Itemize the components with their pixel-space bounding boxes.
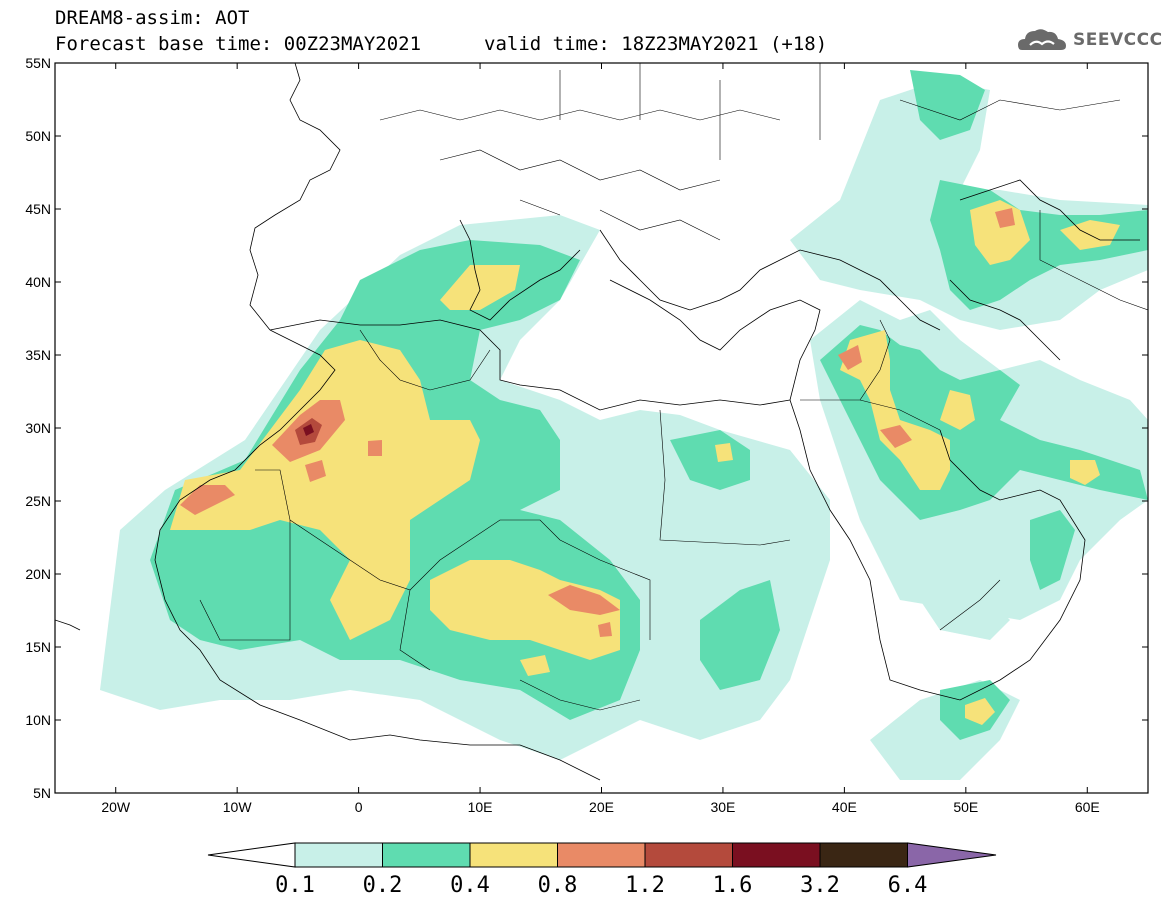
colorbar-segment (819, 842, 908, 868)
map-title: DREAM8-assim: AOT (55, 7, 250, 29)
lat-tick-label: 40N (25, 274, 51, 290)
lon-tick-label: 0 (355, 799, 363, 815)
valid-time: valid time: 18Z23MAY2021 (+18) (484, 33, 828, 55)
lon-tick-label: 20W (101, 799, 131, 815)
colorbar-level-label: 0.1 (275, 873, 315, 898)
colorbar-segment (732, 842, 821, 868)
lat-tick-label: 10N (25, 712, 51, 728)
lon-tick-label: 60E (1075, 799, 1100, 815)
colorbar-level-label: 1.2 (625, 873, 665, 898)
colorbar-level-label: 6.4 (888, 873, 928, 898)
axis-ticks: 55N 50N 45N 40N 35N 30N 25N 20N 15N 10N 5N 20W 10W 0 1… (25, 55, 1148, 815)
lat-tick-label: 35N (25, 347, 51, 363)
coastlines (55, 63, 1140, 781)
colorbar-level-label: 1.6 (713, 873, 753, 898)
lon-tick-label: 10W (223, 799, 253, 815)
colorbar-segment (294, 842, 383, 868)
lon-tick-label: 50E (953, 799, 978, 815)
lat-tick-label: 5N (33, 785, 51, 801)
colorbar-level-label: 0.8 (538, 873, 578, 898)
colorbar-segment (469, 842, 558, 868)
colorbar-level-label: 0.2 (363, 873, 403, 898)
lat-tick-label: 25N (25, 493, 51, 509)
colorbar-segment (382, 842, 471, 868)
lat-tick-label: 15N (25, 639, 51, 655)
colorbar-segment (644, 842, 733, 868)
lon-tick-label: 30E (710, 799, 735, 815)
lat-tick-label: 50N (25, 128, 51, 144)
lat-tick-label: 55N (25, 55, 51, 71)
lat-tick-label: 30N (25, 420, 51, 436)
colorbar: 0.1 0.2 0.4 0.8 1.2 1.6 3.2 6.4 (207, 842, 997, 898)
lon-tick-label: 20E (589, 799, 614, 815)
colorbar-level-label: 0.4 (450, 873, 490, 898)
colorbar-segment (557, 842, 646, 868)
cloud-icon (1018, 29, 1066, 50)
lat-tick-label: 20N (25, 566, 51, 582)
lon-tick-label: 40E (832, 799, 857, 815)
country-borders (199, 63, 1148, 711)
colorbar-level-label: 3.2 (800, 873, 840, 898)
lon-tick-label: 10E (468, 799, 493, 815)
forecast-base-time: Forecast base time: 00Z23MAY2021 (55, 33, 422, 55)
lat-tick-label: 45N (25, 201, 51, 217)
aot-band-1.6 (303, 424, 314, 436)
aot-field (55, 63, 1148, 781)
logo-text: SEEVCCC (1073, 30, 1163, 50)
colorbar-over-arrow (907, 842, 997, 868)
colorbar-under-arrow (207, 842, 296, 868)
